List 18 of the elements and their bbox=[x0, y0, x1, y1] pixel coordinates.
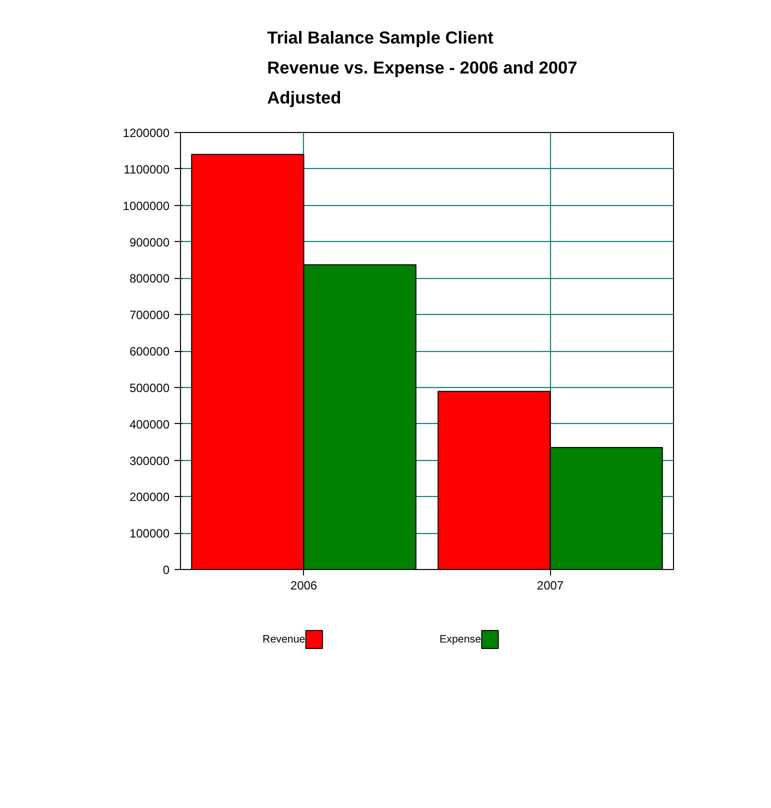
chart-title: Trial Balance Sample Client Revenue vs. Expense - 2006 and 2007 Adjusted bbox=[267, 28, 578, 108]
y-tick-label: 1100000 bbox=[124, 162, 170, 176]
y-tick-label: 0 bbox=[162, 563, 170, 577]
legend-label: Expense bbox=[440, 634, 482, 646]
y-tick-label: 400000 bbox=[129, 417, 170, 432]
y-tick-label: 700000 bbox=[129, 308, 170, 322]
legend-label: Revenue bbox=[262, 634, 306, 646]
y-tick-label: 200000 bbox=[129, 490, 170, 504]
x-tick-label: 2007 bbox=[536, 578, 564, 592]
y-tick-label: 900000 bbox=[129, 235, 170, 250]
y-tick-label: 1200000 bbox=[122, 126, 170, 140]
x-tick-label: 2006 bbox=[290, 578, 318, 592]
y-tick-label: 100000 bbox=[129, 526, 170, 541]
y-tick-label: 1000000 bbox=[122, 198, 170, 213]
y-tick-label: 800000 bbox=[129, 272, 170, 286]
y-tick-label: 500000 bbox=[129, 380, 170, 395]
y-tick-label: 300000 bbox=[129, 454, 170, 468]
y-tick-label: 600000 bbox=[129, 344, 170, 358]
